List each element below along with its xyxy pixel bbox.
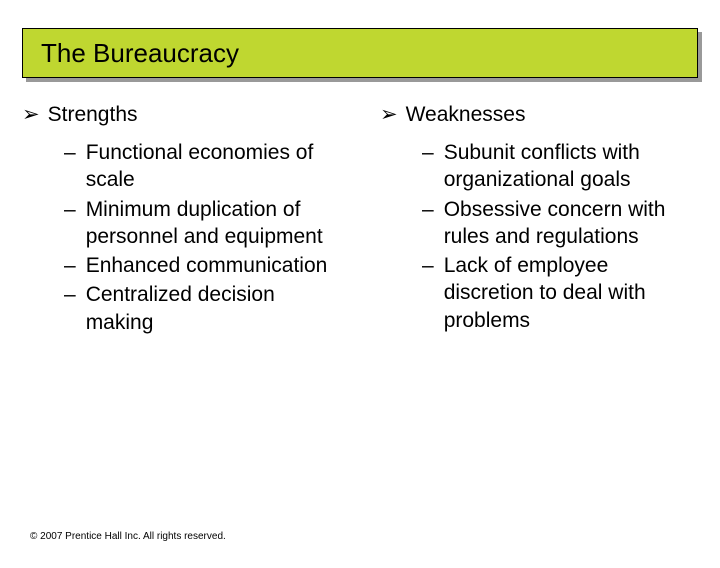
item-text: Enhanced communication — [86, 252, 340, 279]
dash-bullet-icon: – — [422, 139, 434, 194]
item-text: Lack of employee discretion to deal with… — [444, 252, 698, 334]
dash-bullet-icon: – — [422, 252, 434, 334]
list-item: – Lack of employee discretion to deal wi… — [422, 252, 698, 334]
list-item: – Functional economies of scale — [64, 139, 340, 194]
list-item: – Enhanced communication — [64, 252, 340, 279]
arrow-bullet-icon: ➢ — [22, 102, 40, 127]
item-text: Subunit conflicts with organizational go… — [444, 139, 698, 194]
list-item: – Minimum duplication of personnel and e… — [64, 196, 340, 251]
title-box: The Bureaucracy — [22, 28, 698, 78]
list-item: – Centralized decision making — [64, 281, 340, 336]
heading-text: Strengths — [48, 103, 138, 127]
item-text: Functional economies of scale — [86, 139, 340, 194]
right-column: ➢ Weaknesses – Subunit conflicts with or… — [380, 102, 698, 338]
strengths-heading: ➢ Strengths — [22, 102, 340, 127]
weaknesses-list: – Subunit conflicts with organizational … — [422, 139, 698, 334]
item-text: Centralized decision making — [86, 281, 340, 336]
dash-bullet-icon: – — [64, 196, 76, 251]
dash-bullet-icon: – — [64, 139, 76, 194]
title-bar: The Bureaucracy — [22, 28, 698, 78]
item-text: Minimum duplication of personnel and equ… — [86, 196, 340, 251]
copyright-footer: © 2007 Prentice Hall Inc. All rights res… — [30, 531, 226, 542]
weaknesses-heading: ➢ Weaknesses — [380, 102, 698, 127]
left-column: ➢ Strengths – Functional economies of sc… — [22, 102, 340, 338]
dash-bullet-icon: – — [64, 252, 76, 279]
strengths-list: – Functional economies of scale – Minimu… — [64, 139, 340, 336]
dash-bullet-icon: – — [64, 281, 76, 336]
list-item: – Subunit conflicts with organizational … — [422, 139, 698, 194]
content-area: ➢ Strengths – Functional economies of sc… — [22, 102, 698, 338]
slide-title: The Bureaucracy — [41, 38, 239, 69]
heading-text: Weaknesses — [406, 103, 526, 127]
arrow-bullet-icon: ➢ — [380, 102, 398, 127]
item-text: Obsessive concern with rules and regulat… — [444, 196, 698, 251]
list-item: – Obsessive concern with rules and regul… — [422, 196, 698, 251]
dash-bullet-icon: – — [422, 196, 434, 251]
